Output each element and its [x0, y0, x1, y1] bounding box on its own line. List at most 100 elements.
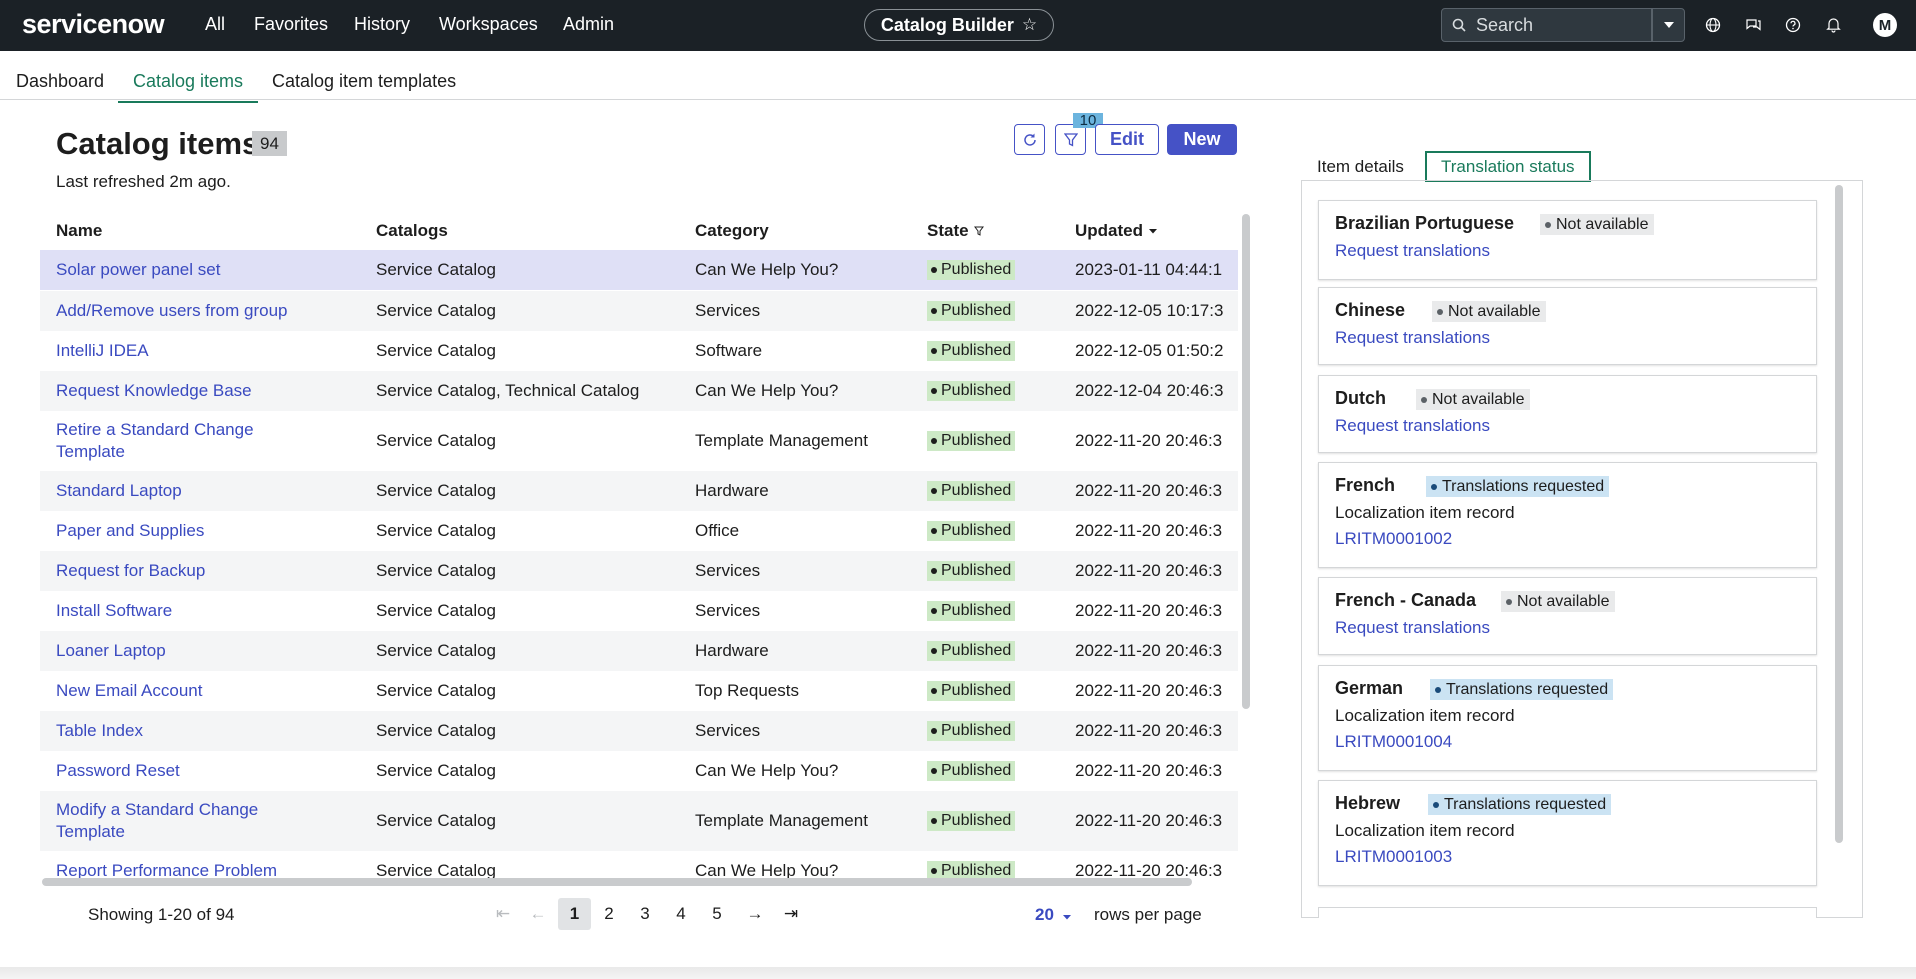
request-translations-link[interactable]: Request translations [1335, 328, 1490, 347]
table-row[interactable]: Table Index Service Catalog Services Publis… [40, 711, 1238, 751]
item-name[interactable]: Report Performance Problem [56, 861, 278, 880]
item-name-link[interactable]: Password Reset [56, 751, 296, 791]
item-catalogs: Service Catalog [376, 301, 497, 320]
request-translations-link[interactable]: Request translations [1335, 416, 1490, 435]
nav-favorites[interactable]: Favorites [254, 14, 329, 34]
tab-catalog-item-templates[interactable]: Catalog item templates [272, 71, 457, 91]
favorite-star-icon[interactable]: ☆ [1021, 15, 1038, 34]
table-row[interactable]: Paper and Supplies Service Catalog Office P… [40, 511, 1238, 551]
table-row[interactable]: Solar power panel set Service Catalog Can … [40, 250, 1238, 290]
table-row[interactable]: Modify a Standard Change Template Service… [40, 791, 1238, 851]
page-4-button[interactable]: 4 [676, 904, 686, 923]
page-3-button[interactable]: 3 [640, 904, 650, 923]
table-row[interactable]: Install Software Service Catalog Services P… [40, 591, 1238, 631]
table-row[interactable]: Add/Remove users from group Service Catal… [40, 291, 1238, 331]
item-name[interactable]: Standard Laptop [56, 481, 182, 500]
filter-button[interactable] [1055, 124, 1086, 155]
item-name[interactable]: New Email Account [56, 681, 203, 700]
table-row[interactable]: Report Performance Problem Service Catalo… [40, 851, 1238, 880]
item-name[interactable]: Retire a Standard Change Template [56, 420, 254, 461]
search-scope-dropdown[interactable] [1652, 8, 1685, 42]
column-header-catalogs[interactable]: Catalogs [376, 221, 448, 240]
column-header-updated[interactable]: Updated [1075, 221, 1158, 241]
tab-catalog-items[interactable]: Catalog items [118, 71, 259, 103]
column-header-name[interactable]: Name [56, 221, 103, 240]
page-2-button[interactable]: 2 [604, 904, 614, 923]
item-name-link[interactable]: Table Index [56, 711, 296, 751]
table-row[interactable]: Retire a Standard Change Template Service… [40, 411, 1238, 471]
user-avatar[interactable]: M [1873, 13, 1897, 37]
globe-icon[interactable] [1703, 15, 1723, 35]
bell-icon[interactable] [1823, 15, 1843, 35]
nav-workspaces[interactable]: Workspaces [439, 14, 538, 34]
table-row[interactable]: Request Knowledge Base Service Catalog, T… [40, 371, 1238, 411]
top-navigation-bar: servicenow All Favorites History Workspa… [0, 0, 1916, 51]
item-name[interactable]: Loaner Laptop [56, 641, 166, 660]
request-translations-link[interactable]: Request translations [1335, 618, 1490, 637]
next-page-icon[interactable]: → [746, 904, 764, 923]
table-row[interactable]: IntelliJ IDEA Service Catalog Software Publ… [40, 331, 1238, 371]
item-name-link[interactable]: Loaner Laptop [56, 631, 296, 671]
localization-record-label: Localization item record [1335, 821, 1515, 840]
item-name[interactable]: Modify a Standard Change Template [56, 800, 259, 841]
servicenow-logo[interactable]: servicenow [22, 9, 165, 39]
item-name[interactable]: IntelliJ IDEA [56, 341, 149, 360]
item-name-link[interactable]: Add/Remove users from group [56, 291, 296, 331]
refresh-button[interactable] [1014, 124, 1045, 155]
item-name-link[interactable]: New Email Account [56, 671, 296, 711]
table-row[interactable]: New Email Account Service Catalog Top Requ… [40, 671, 1238, 711]
tab-item-details[interactable]: Item details [1317, 156, 1404, 176]
rows-per-page-select[interactable]: 20 [1035, 905, 1072, 925]
localization-record-link[interactable]: LRITM0001004 [1335, 732, 1453, 751]
chat-icon[interactable] [1743, 15, 1763, 35]
item-name-link[interactable]: Report Performance Problem [56, 851, 296, 880]
global-search-input[interactable]: Search [1441, 8, 1652, 42]
item-name[interactable]: Install Software [56, 601, 173, 620]
tab-dashboard[interactable]: Dashboard [16, 71, 105, 91]
nav-admin[interactable]: Admin [563, 14, 615, 34]
table-row[interactable]: Request for Backup Service Catalog Service… [40, 551, 1238, 591]
app-name-pill[interactable]: Catalog Builder ☆ [864, 9, 1054, 41]
localization-record-link[interactable]: LRITM0001002 [1335, 529, 1453, 548]
table-horizontal-scrollbar[interactable] [42, 878, 1192, 886]
table-row[interactable]: Password Reset Service Catalog Can We Help… [40, 751, 1238, 791]
tab-translation-status[interactable]: Translation status [1425, 151, 1591, 182]
item-name-link[interactable]: Install Software [56, 591, 296, 631]
item-category: Services [695, 301, 761, 320]
last-page-icon[interactable]: ⇥ [783, 904, 799, 923]
previous-page-icon[interactable]: ← [529, 904, 547, 923]
item-updated: 2022-11-20 20:46:3 [1075, 721, 1223, 740]
first-page-icon[interactable]: ⇤ [495, 904, 511, 923]
avatar-initial: M [1878, 16, 1892, 34]
column-header-state[interactable]: State [927, 221, 984, 241]
item-name-link[interactable]: Request for Backup [56, 551, 296, 591]
column-header-category[interactable]: Category [695, 221, 769, 240]
nav-history[interactable]: History [354, 14, 411, 34]
item-name[interactable]: Table Index [56, 721, 143, 740]
table-row[interactable]: Loaner Laptop Service Catalog Hardware Publ… [40, 631, 1238, 671]
item-name-link[interactable]: Solar power panel set [56, 250, 296, 290]
panel-vertical-scrollbar[interactable] [1835, 185, 1843, 843]
item-name-link[interactable]: Standard Laptop [56, 471, 296, 511]
localization-record-link[interactable]: LRITM0001003 [1335, 847, 1453, 866]
table-vertical-scrollbar[interactable] [1242, 214, 1250, 709]
item-name-link[interactable]: Modify a Standard Change Template [56, 791, 296, 851]
new-button[interactable]: New [1167, 124, 1237, 155]
help-icon[interactable] [1783, 15, 1803, 35]
item-name-link[interactable]: Request Knowledge Base [56, 371, 296, 411]
item-name-link[interactable]: Retire a Standard Change Template [56, 411, 296, 471]
item-name[interactable]: Add/Remove users from group [56, 301, 288, 320]
item-name[interactable]: Solar power panel set [56, 260, 221, 279]
item-name[interactable]: Request for Backup [56, 561, 206, 580]
request-translations-link[interactable]: Request translations [1335, 241, 1490, 260]
item-name-link[interactable]: IntelliJ IDEA [56, 331, 296, 371]
item-name[interactable]: Password Reset [56, 761, 180, 780]
item-name[interactable]: Request Knowledge Base [56, 381, 252, 400]
table-row[interactable]: Standard Laptop Service Catalog Hardware Pu… [40, 471, 1238, 511]
item-name[interactable]: Paper and Supplies [56, 521, 205, 540]
item-name-link[interactable]: Paper and Supplies [56, 511, 296, 551]
nav-all[interactable]: All [205, 14, 226, 34]
page-5-button[interactable]: 5 [712, 904, 722, 923]
page-1-button[interactable]: 1 [558, 898, 591, 930]
edit-button[interactable]: Edit [1095, 124, 1159, 155]
